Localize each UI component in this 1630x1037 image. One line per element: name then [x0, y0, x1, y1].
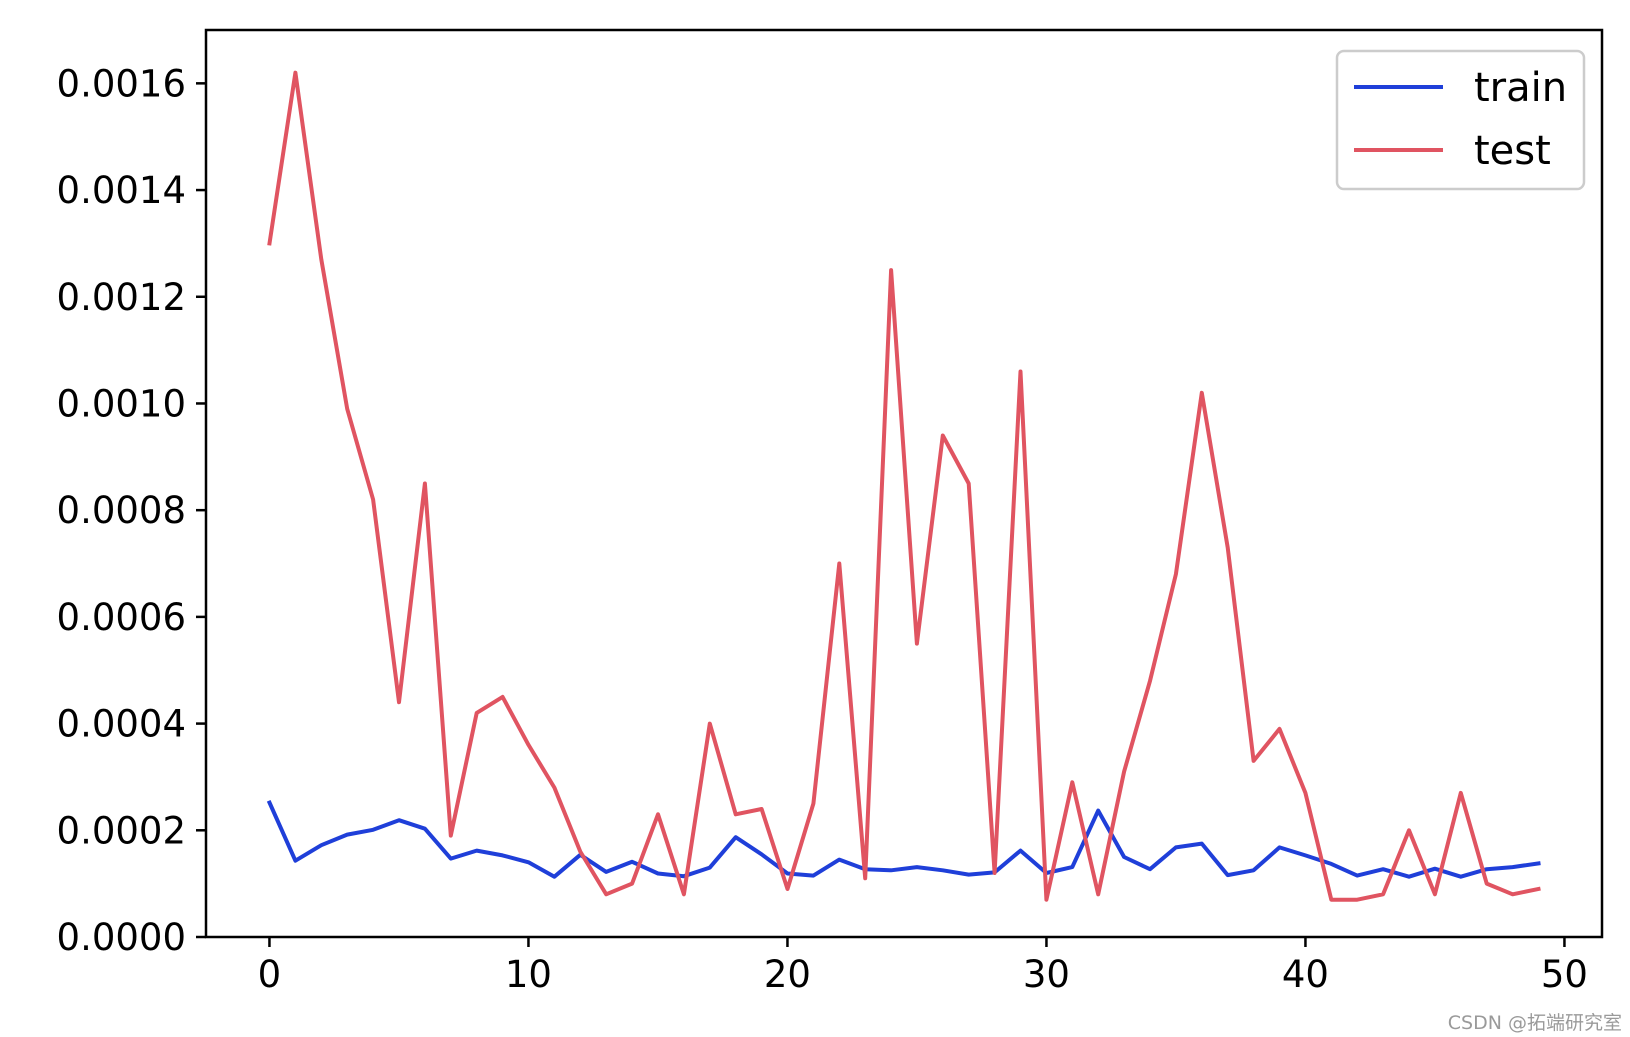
watermark: CSDN @拓端研究室 [1448, 1012, 1622, 1034]
y-tick-label: 0.0006 [57, 596, 186, 639]
y-tick-label: 0.0000 [57, 916, 186, 959]
y-tick-label: 0.0010 [57, 382, 186, 425]
plot-frame [204, 28, 1604, 939]
legend-label-train: train [1474, 65, 1567, 111]
y-tick-label: 0.0008 [57, 489, 186, 532]
y-tick-label: 0.0014 [57, 169, 186, 212]
x-tick-label: 50 [1541, 953, 1588, 996]
y-tick-label: 0.0016 [57, 62, 186, 105]
x-tick-label: 20 [764, 953, 811, 996]
x-tick-label: 0 [258, 953, 282, 996]
series-line-train [266, 799, 1541, 879]
x-tick-label: 10 [505, 953, 552, 996]
series-line-test [267, 70, 1541, 902]
x-tick-label: 30 [1023, 953, 1070, 996]
y-axis: 0.0000 0.0002 0.0004 0.0006 0.0008 0.0010 0.00… [57, 62, 206, 959]
legend-label-test: test [1474, 128, 1551, 174]
x-tick-label: 40 [1282, 953, 1329, 996]
y-tick-label: 0.0004 [57, 703, 186, 746]
y-tick-label: 0.0002 [57, 809, 186, 852]
x-axis: 0 10 20 30 40 50 [258, 937, 1588, 996]
y-tick-label: 0.0012 [57, 276, 186, 319]
series-layer [266, 70, 1541, 902]
legend: train test [1335, 49, 1586, 191]
